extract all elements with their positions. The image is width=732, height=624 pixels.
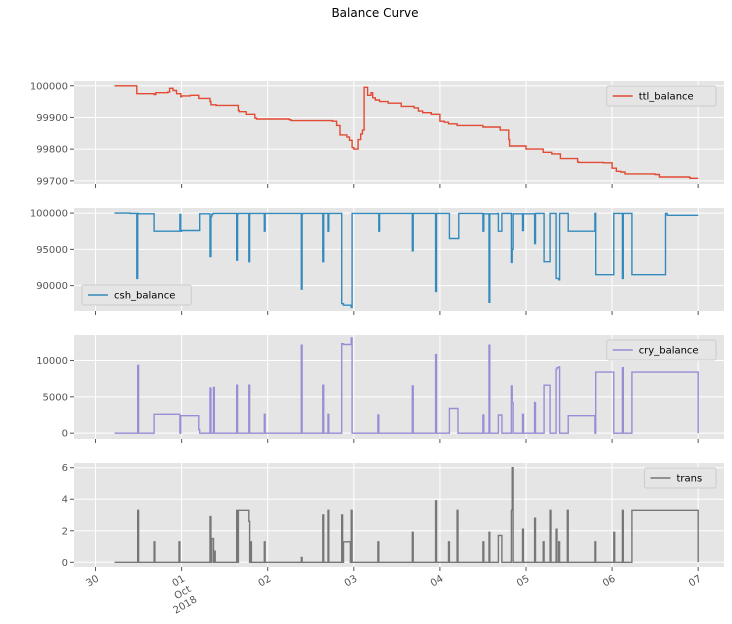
legend-label: cry_balance xyxy=(639,346,699,357)
x-tick-label-line: 30 xyxy=(84,574,101,590)
y-tick-label: 4 xyxy=(62,495,68,506)
x-tick-label-line: 06 xyxy=(601,574,618,590)
x-tick-label: 02 xyxy=(257,574,274,590)
series-line-trans xyxy=(114,467,699,563)
legend-label: ttl_balance xyxy=(639,92,694,103)
y-tick-label: 0 xyxy=(62,429,68,440)
y-tick-label: 99800 xyxy=(36,145,68,156)
x-tick-label-line: 04 xyxy=(429,574,446,590)
series-line-cry_balance xyxy=(114,337,699,434)
x-tick-label-line: 02 xyxy=(257,574,274,590)
y-tick-label: 95000 xyxy=(36,245,68,256)
panel-trans: 0 2 4 6 trans xyxy=(62,463,724,571)
panel-ttl_balance: 99700 99800 99900 100000 ttl_balance xyxy=(30,81,724,188)
y-tick-label: 5000 xyxy=(43,392,68,403)
y-tick-label: 100000 xyxy=(30,209,68,220)
x-tick-label-line: 05 xyxy=(515,574,532,590)
legend-box xyxy=(644,467,717,489)
y-tick-label: 6 xyxy=(62,463,68,474)
x-tick-label: 30 xyxy=(84,574,101,590)
panel-csh_balance: 90000 95000 100000 csh_balance xyxy=(30,208,724,315)
legend-label: trans xyxy=(677,474,703,485)
legend-box xyxy=(606,339,717,361)
series-line-ttl_balance xyxy=(114,85,699,179)
chart-title: Balance Curve xyxy=(331,6,418,20)
legend-label: csh_balance xyxy=(114,291,175,302)
panel-cry_balance: 0 5000 10000 cry_balance xyxy=(36,335,724,443)
chart-panels: 997009980099900100000ttl_balance90000950… xyxy=(30,81,724,571)
x-tick-label-line: 03 xyxy=(343,574,360,590)
series-line-csh_balance xyxy=(114,212,699,309)
legend-csh_balance: csh_balance xyxy=(81,284,192,306)
y-tick-label: 0 xyxy=(62,558,68,569)
legend-cry_balance: cry_balance xyxy=(606,339,717,361)
legend-box xyxy=(606,85,717,107)
y-tick-label: 100000 xyxy=(30,81,68,92)
y-tick-label: 99700 xyxy=(36,176,68,187)
y-tick-label: 99900 xyxy=(36,113,68,124)
x-tick-label: 05 xyxy=(515,574,532,590)
x-tick-label-line: 07 xyxy=(687,574,704,590)
x-tick-label: 04 xyxy=(429,574,446,590)
legend-ttl_balance: ttl_balance xyxy=(606,85,717,107)
y-tick-label: 90000 xyxy=(36,281,68,292)
x-tick-label: 03 xyxy=(343,574,360,590)
y-tick-label: 2 xyxy=(62,526,68,537)
legend-trans: trans xyxy=(644,467,717,489)
x-tick-label: 06 xyxy=(601,574,618,590)
legend-box xyxy=(81,284,192,306)
plot-area xyxy=(74,463,724,567)
x-tick-label: 07 xyxy=(687,574,704,590)
y-tick-label: 10000 xyxy=(36,356,68,367)
